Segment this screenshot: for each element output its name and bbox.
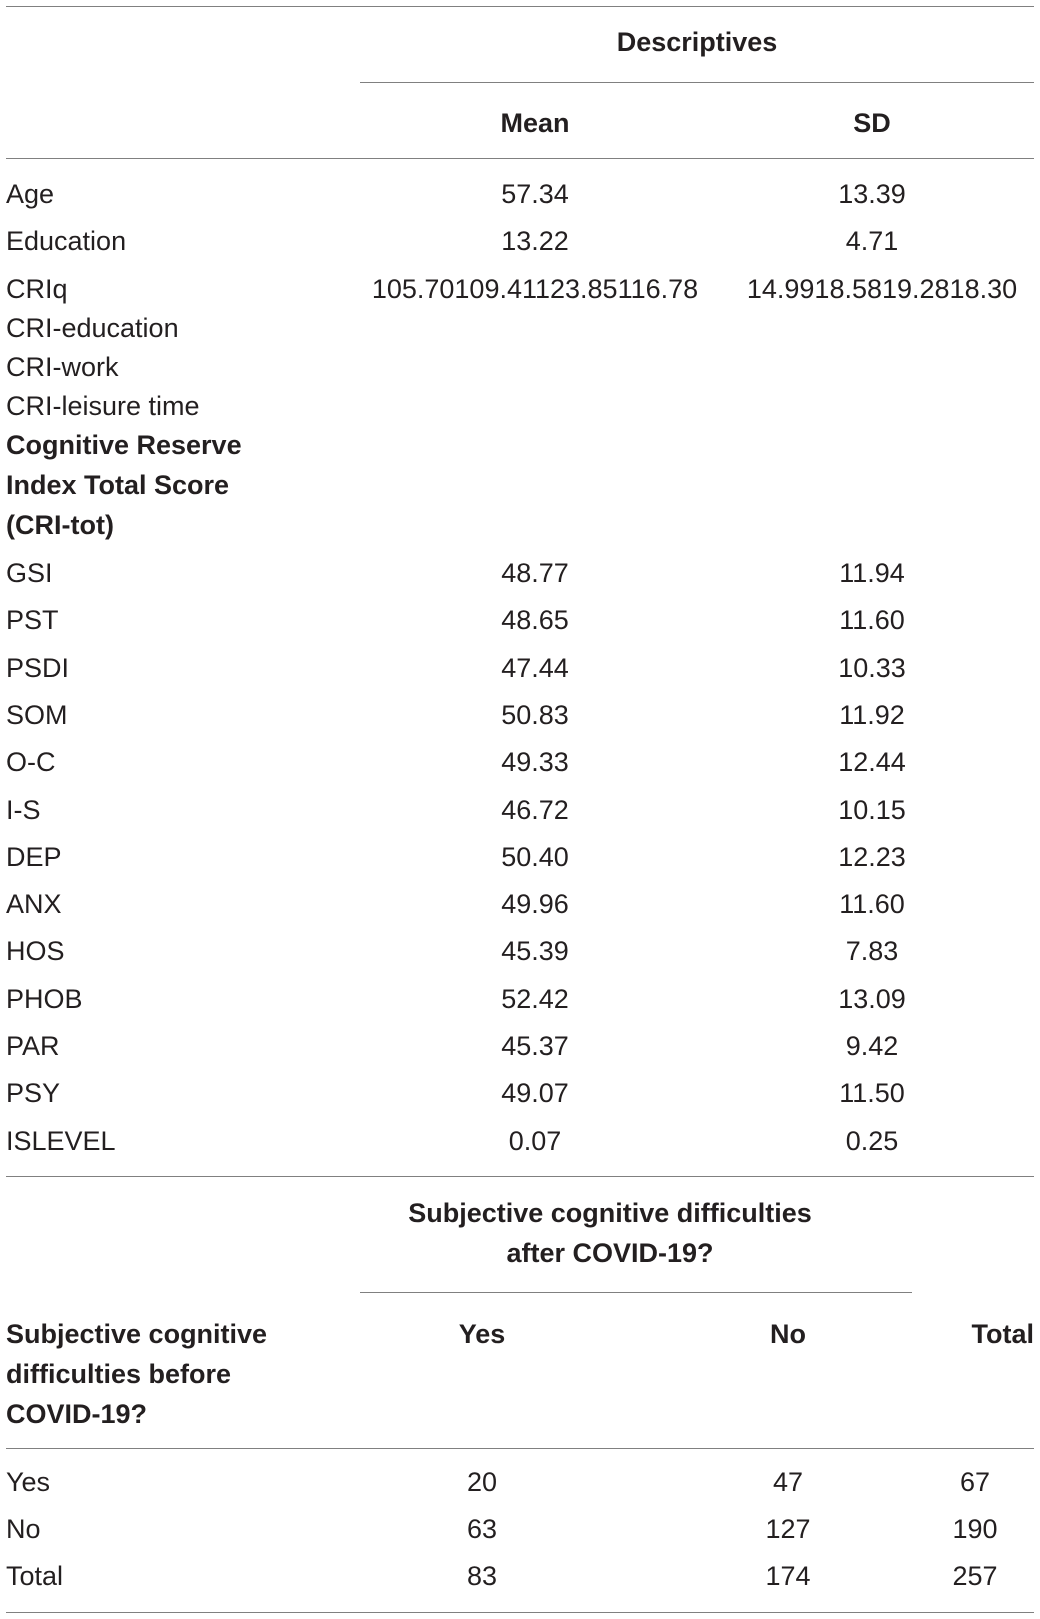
total-value: 67 [959, 1467, 991, 1497]
mean-value: 50.83 [501, 699, 569, 730]
descriptives-header: Descriptives [616, 27, 778, 57]
no-value: 127 [765, 1514, 811, 1544]
row-label: SOM [6, 699, 68, 730]
descriptives-rule [360, 82, 1034, 83]
table2-bottom-rule [6, 1612, 1034, 1613]
sd-value: 13.39 [838, 179, 906, 209]
cri-leisure-label: CRI-leisure time [6, 391, 200, 421]
mean-value: 49.33 [501, 747, 569, 778]
mean-value: 45.37 [501, 1031, 569, 1061]
row-label: Age [6, 179, 55, 209]
row-label: No [6, 1514, 41, 1544]
row-label: PST [6, 605, 59, 636]
yes-value: 20 [466, 1467, 498, 1497]
sd-value: 11.50 [839, 1078, 905, 1109]
total-header: Total [971, 1319, 1035, 1349]
row-label: I-S [6, 794, 41, 825]
mean-value: 49.07 [501, 1078, 569, 1109]
row-label: PAR [6, 1031, 60, 1061]
mean-value: 45.39 [501, 936, 569, 967]
sd-value: 10.15 [838, 794, 906, 825]
sd-value: 13.09 [838, 983, 906, 1014]
mean-value: 50.40 [501, 841, 569, 872]
before-covid-header: Subjective cognitive difficulties before… [6, 1319, 268, 1429]
mean-value: 13.22 [501, 226, 569, 256]
row-label: PSY [6, 1078, 61, 1109]
sd-value: 9.42 [845, 1031, 899, 1061]
sd-value: 12.44 [838, 747, 906, 778]
mean-value: 48.77 [501, 558, 569, 588]
mean-value: 48.65 [501, 605, 569, 636]
yes-value: 63 [466, 1514, 498, 1544]
row-label: O-C [6, 747, 56, 778]
row-label: ISLEVEL [6, 1125, 116, 1156]
mean-value: 52.42 [501, 983, 569, 1014]
row-label: ANX [6, 889, 62, 920]
no-header: No [770, 1319, 806, 1349]
sd-value: 0.25 [845, 1125, 899, 1156]
cri-label: CRIq [6, 274, 68, 304]
mean-value: 0.07 [508, 1125, 562, 1156]
sd-value: 11.60 [839, 889, 905, 920]
mean-value: 49.96 [501, 889, 569, 920]
total-value: 257 [952, 1561, 998, 1591]
table2-header-rule [6, 1448, 1034, 1449]
sd-value: 7.83 [845, 936, 899, 967]
no-value: 47 [772, 1467, 804, 1497]
sd-value: 11.92 [839, 699, 905, 730]
sd-value: 12.23 [838, 841, 906, 872]
sd-header: SD [853, 108, 891, 138]
cri-total-label: Cognitive Reserve Index Total Score (CRI… [6, 430, 242, 540]
row-label: HOS [6, 936, 65, 967]
row-label: PSDI [6, 652, 70, 683]
sd-value: 11.60 [839, 605, 905, 636]
after-covid-rule [360, 1292, 912, 1293]
row-label: Total [6, 1561, 64, 1591]
cri-work-label: CRI-work [6, 352, 119, 382]
header-rule [6, 158, 1034, 159]
yes-header: Yes [458, 1319, 506, 1349]
mean-value: 46.72 [501, 794, 569, 825]
sd-value: 10.33 [838, 652, 906, 683]
table1-bottom-rule [6, 1176, 1034, 1177]
sd-value: 11.94 [839, 558, 905, 588]
no-value: 174 [765, 1561, 811, 1591]
mean-value: 47.44 [501, 652, 569, 683]
row-label: PHOB [6, 983, 83, 1014]
row-label: DEP [6, 841, 62, 872]
row-label: Education [6, 226, 127, 256]
top-rule [6, 6, 1034, 7]
row-label: Yes [6, 1467, 51, 1497]
total-value: 190 [952, 1514, 998, 1544]
cri-education-label: CRI-education [6, 313, 179, 343]
mean-value: 57.34 [501, 179, 569, 209]
cri-sd-value: 14.9918.5819.2818.30 [746, 274, 1018, 304]
after-covid-header: Subjective cognitive difficulties after … [408, 1198, 812, 1268]
yes-value: 83 [466, 1561, 498, 1591]
row-label: GSI [6, 558, 53, 588]
cri-mean-value: 105.70109.41123.85116.78 [371, 274, 699, 304]
mean-header: Mean [500, 108, 570, 138]
sd-value: 4.71 [845, 226, 899, 256]
